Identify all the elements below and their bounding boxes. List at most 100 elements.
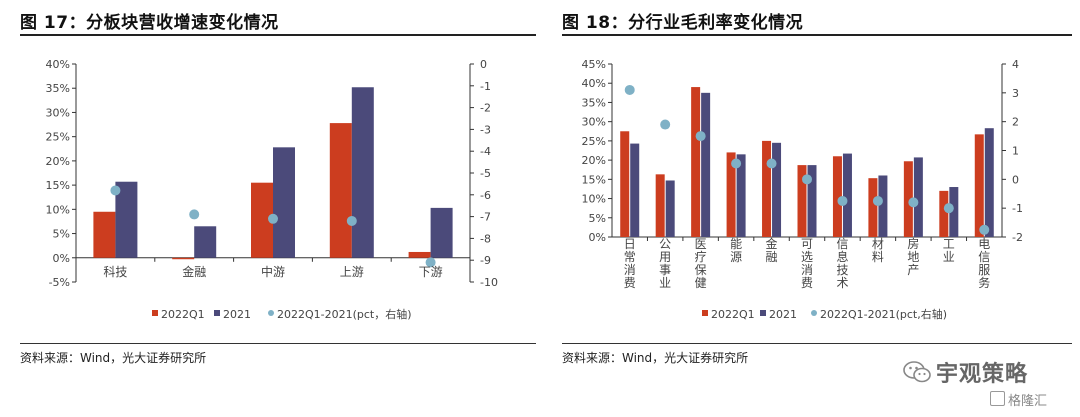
category-label-char: 业 [659,276,671,290]
figure-18-source: 资料来源：Wind，光大证券研究所 [562,351,749,365]
category-label-char: 信 [978,250,990,264]
left-tick-label: 20% [46,155,70,168]
category-label-char: 医 [695,237,707,251]
bar-2021 [630,143,640,237]
legend-label: 2021 [769,308,797,321]
diff-point [943,203,954,214]
bar-2021 [736,154,746,237]
bar-2021 [913,157,923,237]
category-label-char: 疗 [695,250,707,264]
bar-2022q1 [903,161,913,237]
diff-point [766,158,777,169]
legend-swatch [214,310,220,316]
diff-point [802,174,812,185]
diff-point [268,213,278,224]
left-tick-label: 0% [589,231,606,244]
category-label-char: 事 [659,263,671,277]
right-tick-label: 1 [1012,145,1019,158]
left-tick-label: 15% [46,179,70,192]
diff-point [346,215,357,226]
right-tick-label: -5 [480,167,491,180]
left-tick-label: 0% [53,252,70,265]
category-label: 下游 [419,265,443,279]
category-label-char: 房 [907,236,919,251]
diff-point [731,158,742,169]
left-tick-label: 5% [589,212,606,225]
right-tick-label: -2 [1012,231,1023,244]
bar-2021 [665,180,675,237]
bar-2022q1 [868,178,878,237]
category-label-char: 源 [730,250,742,264]
left-tick-label: 25% [582,135,606,148]
gelonghui-logo-icon [990,391,1005,406]
right-tick-label: -4 [480,145,491,158]
diff-point [979,224,990,235]
left-tick-label: 15% [582,173,606,186]
legend-label: 2022Q1-2021(pct,右轴) [820,307,947,321]
right-tick-label: -10 [480,276,498,289]
left-tick-label: 35% [582,96,606,109]
wechat-icon [903,361,931,383]
bar-2021 [949,187,959,237]
figure-17-source: 资料来源：Wind，光大证券研究所 [20,351,207,365]
left-tick-label: 20% [582,154,606,167]
right-tick-label: -1 [480,80,491,93]
bar-2022q1 [762,140,772,237]
right-tick-label: 2 [1012,116,1019,129]
right-tick-label: -7 [480,211,491,224]
left-tick-label: 40% [46,58,70,71]
left-tick-label: 40% [582,77,606,90]
category-label: 科技 [103,265,127,279]
legend-swatch [811,310,817,316]
diff-point [695,131,706,142]
category-label-char: 业 [943,250,955,264]
right-tick-label: -9 [480,254,491,267]
category-label-char: 术 [836,276,848,290]
bar-2022q1 [93,211,116,258]
bar-2022q1 [797,165,807,237]
diff-point [110,185,121,196]
figure-18-top-rule [562,34,1072,36]
category-label-char: 息 [836,249,848,264]
right-tick-label: 4 [1012,58,1019,71]
watermark-text: 宇观策略 [936,362,1029,387]
bar-2022q1 [408,251,431,258]
category-label-char: 用 [659,250,671,264]
legend-label: 2022Q1 [711,308,755,321]
bar-2022q1 [832,156,842,237]
category-label-char: 能 [730,237,742,251]
category-label: 上游 [340,265,364,279]
diff-point [837,195,848,206]
category-label-char: 日 [624,237,636,251]
bar-2021 [842,153,852,237]
bar-2022q1 [620,131,630,237]
right-tick-label: 0 [480,58,487,71]
category-label-char: 消 [801,263,813,277]
bar-2021 [351,87,374,258]
right-tick-label: -1 [1012,202,1023,215]
category-label: 金融 [182,264,206,279]
category-label-char: 费 [801,276,813,290]
category-label-char: 技 [836,263,848,277]
legend-label: 2021 [223,308,251,321]
bar-2022q1 [172,257,195,260]
category-label-char: 地 [907,250,919,264]
category-label-char: 融 [766,250,778,264]
bar-2021 [194,226,217,258]
category-label-char: 保 [695,263,707,277]
right-tick-label: -6 [480,189,491,202]
category-label-char: 电 [978,237,990,251]
legend-swatch [152,310,158,316]
category-label-char: 材 [872,237,884,251]
left-tick-label: 25% [46,131,70,144]
figure-17-top-rule [20,34,536,36]
figure-18-title: 图 18：分行业毛利率变化情况 [562,13,804,33]
diff-point [908,197,919,208]
category-label-char: 消 [624,263,636,277]
category-label-char: 选 [801,250,813,264]
left-tick-label: 10% [582,193,606,206]
diff-point [624,84,635,95]
category-label-char: 公 [659,237,671,251]
